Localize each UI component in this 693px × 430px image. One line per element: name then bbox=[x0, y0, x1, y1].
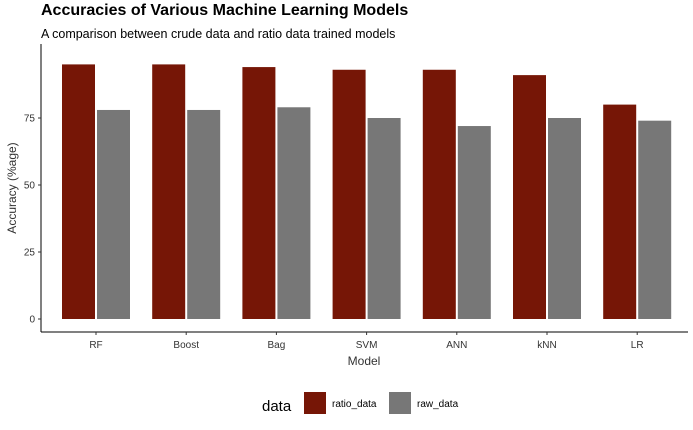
x-tick-label: Boost bbox=[173, 340, 199, 351]
y-tick-label: 50 bbox=[24, 181, 36, 192]
bar-raw_data-svm bbox=[367, 118, 401, 319]
x-tick-label: ANN bbox=[446, 340, 467, 351]
x-tick-label: LR bbox=[631, 340, 644, 351]
legend-items: ratio_data raw_data bbox=[304, 392, 459, 414]
y-tick-label: 75 bbox=[24, 114, 36, 125]
legend-label-raw_data: raw_data bbox=[417, 399, 459, 410]
y-axis-title: Accuracy (%age) bbox=[5, 142, 19, 233]
bar-ratio_data-ann bbox=[422, 69, 456, 319]
y-ticks-group: 0 25 50 75 bbox=[24, 114, 41, 326]
legend-swatch-raw_data bbox=[389, 392, 411, 414]
x-tick-label: RF bbox=[89, 340, 102, 351]
y-tick-label: 0 bbox=[29, 315, 35, 326]
chart-subtitle: A comparison between crude data and rati… bbox=[41, 27, 396, 41]
bar-ratio_data-svm bbox=[332, 69, 366, 319]
x-tick-label: Bag bbox=[268, 340, 286, 351]
legend-label-ratio_data: ratio_data bbox=[332, 399, 377, 410]
x-tick-label: SVM bbox=[356, 340, 378, 351]
bar-ratio_data-rf bbox=[62, 64, 95, 320]
bar-raw_data-boost bbox=[187, 109, 221, 320]
bar-ratio_data-lr bbox=[603, 104, 637, 319]
x-axis-title: Model bbox=[348, 354, 381, 368]
bar-raw_data-ann bbox=[457, 126, 491, 319]
bar-raw_data-knn bbox=[548, 118, 581, 319]
bar-raw_data-bag bbox=[277, 107, 311, 319]
legend-title: data bbox=[262, 398, 292, 415]
bar-raw_data-lr bbox=[638, 120, 672, 320]
x-tick-label: kNN bbox=[537, 340, 556, 351]
y-tick-label: 25 bbox=[24, 248, 36, 259]
bars-group bbox=[62, 64, 672, 320]
x-ticks-group: RF Boost Bag SVM ANN kNN LR bbox=[89, 332, 644, 351]
legend: data ratio_data raw_data bbox=[262, 392, 459, 415]
bar-ratio_data-boost bbox=[152, 64, 186, 320]
bar-ratio_data-bag bbox=[242, 67, 276, 319]
bar-raw_data-rf bbox=[97, 109, 130, 320]
legend-swatch-ratio_data bbox=[304, 392, 326, 414]
chart-title: Accuracies of Various Machine Learning M… bbox=[41, 2, 409, 19]
bar-ratio_data-knn bbox=[513, 75, 546, 320]
